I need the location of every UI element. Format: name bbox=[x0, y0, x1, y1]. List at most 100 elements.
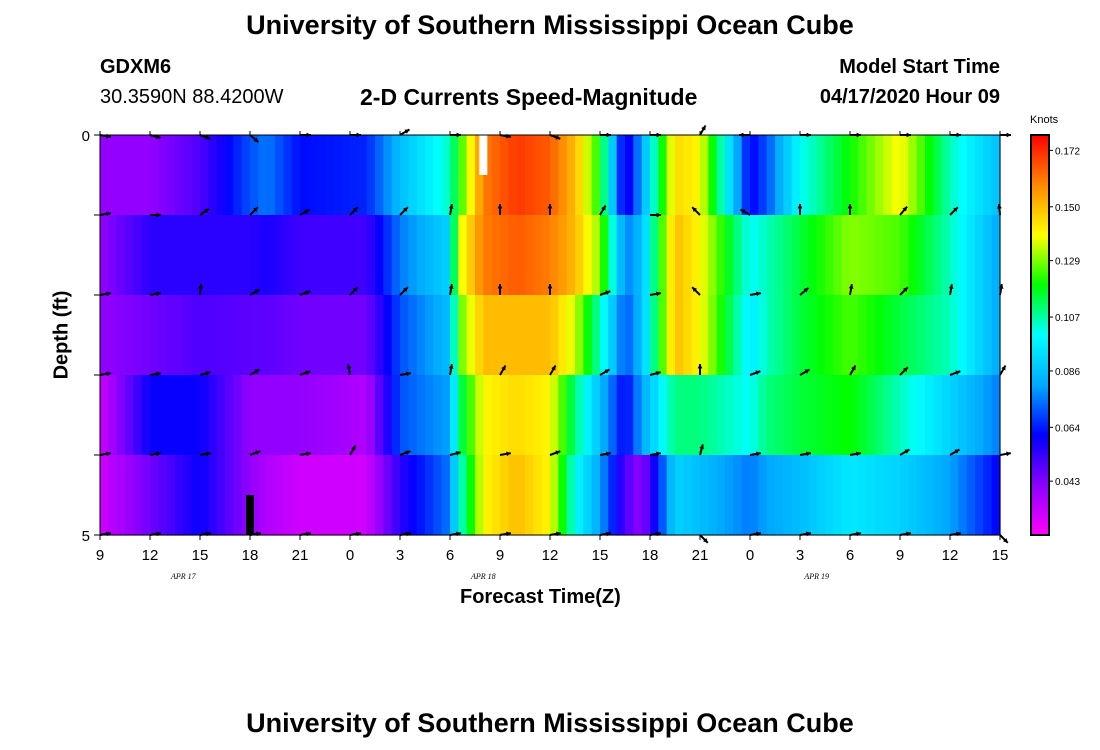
heatmap-cell bbox=[358, 215, 368, 296]
heatmap-cell bbox=[350, 295, 359, 376]
heatmap-cell bbox=[683, 215, 693, 296]
colorbar-segment bbox=[1031, 172, 1049, 176]
heatmap-cell bbox=[258, 455, 268, 536]
colorbar-segment bbox=[1031, 192, 1049, 196]
colorbar-segment bbox=[1031, 282, 1049, 286]
colorbar-segment bbox=[1031, 310, 1049, 314]
heatmap-cell bbox=[258, 215, 268, 296]
heatmap-cell bbox=[758, 135, 768, 216]
current-vector-head bbox=[156, 212, 161, 218]
heatmap-cell bbox=[733, 215, 743, 296]
heatmap-cell bbox=[208, 455, 218, 536]
heatmap-cell bbox=[808, 135, 818, 216]
heatmap-cell bbox=[733, 455, 743, 536]
heatmap-cell bbox=[608, 455, 618, 536]
heatmap-cell bbox=[433, 135, 443, 216]
heatmap-cell bbox=[800, 375, 809, 456]
heatmap-cell bbox=[508, 375, 518, 456]
heatmap-cell bbox=[575, 215, 584, 296]
heatmap-cell bbox=[183, 455, 193, 536]
footer-title: University of Southern Mississippi Ocean… bbox=[246, 708, 854, 738]
heatmap-cell bbox=[125, 375, 134, 456]
heatmap-cell bbox=[966, 135, 976, 216]
current-vector-head bbox=[156, 291, 161, 297]
heatmap-cell bbox=[433, 295, 443, 376]
heatmap-cell bbox=[950, 135, 959, 216]
heatmap-cell bbox=[308, 135, 318, 216]
heatmap-cell bbox=[216, 295, 226, 376]
current-vector-head bbox=[1001, 365, 1006, 371]
current-vector-head bbox=[804, 369, 810, 374]
heatmap-cell bbox=[600, 135, 609, 216]
heatmap-cell bbox=[633, 215, 643, 296]
heatmap-cell bbox=[158, 455, 168, 536]
heatmap-cell bbox=[933, 135, 943, 216]
heatmap-cell bbox=[516, 215, 526, 296]
heatmap-cell bbox=[775, 295, 784, 376]
heatmap-cell bbox=[741, 135, 751, 216]
heatmap-cell bbox=[575, 135, 584, 216]
colorbar-segment bbox=[1031, 355, 1049, 359]
heatmap-cell bbox=[375, 375, 384, 456]
current-vector-head bbox=[656, 212, 661, 218]
heatmap-cell bbox=[725, 135, 734, 216]
heatmap-cell bbox=[900, 215, 909, 296]
heatmap-cell bbox=[841, 455, 851, 536]
heatmap-cell bbox=[391, 295, 401, 376]
current-vector-head bbox=[305, 370, 311, 375]
heatmap-cell bbox=[350, 375, 359, 456]
heatmap-cell bbox=[666, 215, 676, 296]
current-vector-head bbox=[547, 284, 553, 289]
heatmap-cell bbox=[233, 135, 243, 216]
colorbar-segment bbox=[1031, 325, 1049, 329]
heatmap-cell bbox=[375, 455, 384, 536]
heatmap-cell bbox=[466, 455, 476, 536]
colorbar-tick-label: 0.129 bbox=[1055, 257, 1080, 268]
current-vector-head bbox=[448, 204, 454, 209]
heatmap-cell bbox=[158, 375, 168, 456]
heatmap-cell bbox=[316, 135, 326, 216]
colorbar-segment bbox=[1031, 482, 1049, 486]
heatmap-cell bbox=[325, 135, 334, 216]
heatmap-cell bbox=[400, 455, 409, 536]
heatmap-cell bbox=[225, 375, 234, 456]
heatmap-cell bbox=[200, 455, 209, 536]
heatmap-cell bbox=[700, 295, 709, 376]
heatmap-cell bbox=[758, 295, 768, 376]
heatmap-cell bbox=[141, 295, 151, 376]
colorbar-segment bbox=[1031, 480, 1049, 484]
heatmap-cell bbox=[566, 295, 576, 376]
colorbar-segment bbox=[1031, 320, 1049, 324]
current-vector-head bbox=[351, 445, 356, 451]
heatmap-cell bbox=[341, 135, 351, 216]
current-vector-head bbox=[601, 205, 606, 211]
colorbar-segment bbox=[1031, 522, 1049, 526]
current-vector-head bbox=[848, 284, 854, 289]
colorbar-segment bbox=[1031, 520, 1049, 524]
heatmap-cell bbox=[658, 455, 668, 536]
current-vector-head bbox=[253, 137, 259, 143]
heatmap-cell bbox=[633, 375, 643, 456]
heatmap-cell bbox=[650, 375, 659, 456]
heatmap-cell bbox=[900, 295, 909, 376]
colorbar-segment bbox=[1031, 385, 1049, 389]
heatmap-cell bbox=[616, 455, 626, 536]
heatmap-cell bbox=[941, 295, 951, 376]
heatmap-cell bbox=[775, 455, 784, 536]
current-vector-head bbox=[155, 134, 161, 139]
heatmap-cell bbox=[400, 215, 409, 296]
current-vector-head bbox=[701, 125, 706, 131]
x-tick-label: 12 bbox=[542, 547, 559, 564]
heatmap-cell bbox=[841, 215, 851, 296]
colorbar-segment bbox=[1031, 362, 1049, 366]
chart-title: 2-D Currents Speed-Magnitude bbox=[360, 84, 698, 110]
current-vector-head bbox=[756, 451, 761, 457]
colorbar-segment bbox=[1031, 405, 1049, 409]
heatmap-cell bbox=[283, 295, 293, 376]
heatmap-cell bbox=[891, 375, 901, 456]
heatmap-cell bbox=[908, 295, 918, 376]
heatmap-cell bbox=[883, 375, 893, 456]
heatmap-cell bbox=[291, 215, 301, 296]
colorbar-segment bbox=[1031, 347, 1049, 351]
